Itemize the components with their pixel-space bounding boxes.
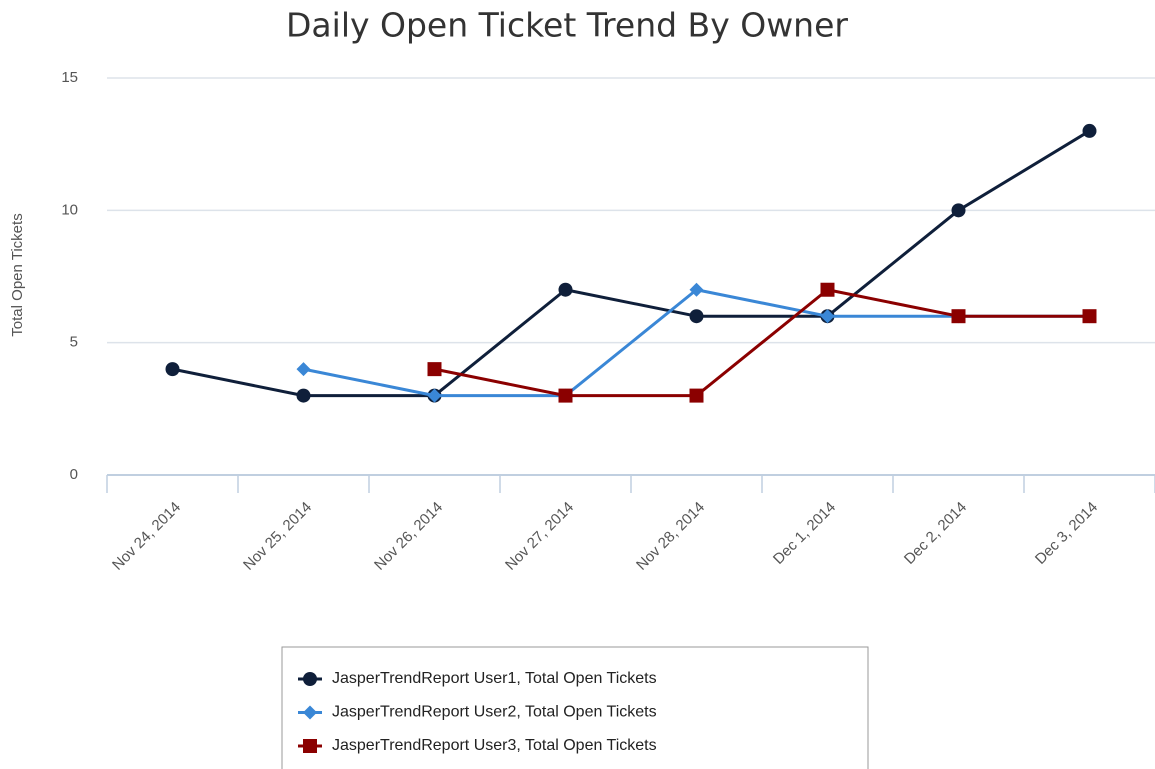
marker: [820, 309, 835, 324]
x-tick-label: Nov 28, 2014: [633, 499, 708, 574]
x-tick-label: Dec 2, 2014: [901, 499, 970, 568]
marker: [1082, 123, 1097, 138]
marker: [427, 388, 442, 403]
x-tick-label: Dec 3, 2014: [1032, 499, 1101, 568]
marker: [303, 705, 317, 720]
x-tick-label: Nov 26, 2014: [371, 499, 446, 574]
marker: [165, 362, 180, 377]
legend-label: JasperTrendReport User1, Total Open Tick…: [332, 670, 657, 687]
marker: [1082, 309, 1097, 324]
marker: [427, 362, 442, 377]
y-tick-label: 5: [70, 334, 78, 351]
marker: [558, 388, 573, 403]
chart-title: Daily Open Ticket Trend By Owner: [286, 6, 848, 45]
marker: [558, 282, 573, 297]
x-tick-label: Nov 27, 2014: [502, 499, 577, 574]
y-tick-label: 10: [61, 201, 78, 218]
x-tick-label: Nov 24, 2014: [109, 499, 184, 574]
x-tick-label: Dec 1, 2014: [770, 499, 839, 568]
marker: [303, 672, 317, 686]
legend-label: JasperTrendReport User2, Total Open Tick…: [332, 704, 657, 721]
legend-box: [281, 646, 869, 769]
marker: [296, 362, 311, 377]
series-line: [434, 288, 1090, 398]
marker: [951, 203, 966, 218]
marker: [689, 309, 704, 324]
marker: [689, 282, 704, 297]
marker: [820, 282, 835, 297]
legend-label: JasperTrendReport User3, Total Open Tick…: [332, 737, 657, 754]
y-tick-label: 15: [61, 69, 78, 86]
x-tick-label: Nov 25, 2014: [240, 499, 315, 574]
y-axis-title: Total Open Tickets: [9, 213, 26, 336]
marker: [689, 388, 704, 403]
series-line: [172, 129, 1091, 398]
y-tick-label: 0: [70, 466, 78, 483]
marker: [951, 309, 966, 324]
marker: [296, 388, 311, 403]
marker: [303, 739, 317, 753]
